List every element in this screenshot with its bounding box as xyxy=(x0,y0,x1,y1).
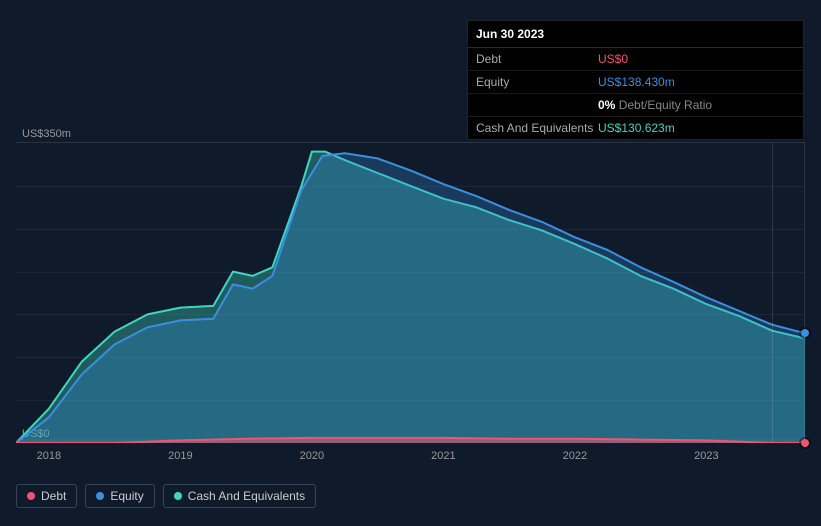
legend-label: Equity xyxy=(110,489,143,503)
tooltip-row-value: US$138.430m xyxy=(598,75,675,89)
tooltip-row-value: US$0 xyxy=(598,52,628,66)
legend: Debt Equity Cash And Equivalents xyxy=(16,484,316,508)
tooltip-row: Cash And EquivalentsUS$130.623m xyxy=(468,117,803,139)
chart-area: US$350mUS$0 201820192020202120222023 xyxy=(16,120,805,470)
tooltip-row-value: 0% Debt/Equity Ratio xyxy=(598,98,712,112)
plot-area[interactable] xyxy=(16,142,805,442)
tooltip-row-label: Debt xyxy=(476,52,598,66)
chart-tooltip: Jun 30 2023 DebtUS$0EquityUS$138.430m0% … xyxy=(467,20,804,140)
legend-dot-icon xyxy=(96,492,104,500)
tooltip-row-label: Equity xyxy=(476,75,598,89)
tooltip-date: Jun 30 2023 xyxy=(468,21,803,48)
legend-dot-icon xyxy=(27,492,35,500)
legend-item[interactable]: Cash And Equivalents xyxy=(163,484,316,508)
y-axis-label: US$350m xyxy=(22,128,71,140)
legend-item[interactable]: Debt xyxy=(16,484,77,508)
tooltip-row-label xyxy=(476,98,598,112)
cursor-line xyxy=(772,143,773,443)
x-axis-label: 2019 xyxy=(168,450,192,462)
legend-label: Cash And Equivalents xyxy=(188,489,305,503)
tooltip-row: EquityUS$138.430m xyxy=(468,71,803,94)
x-axis-label: 2018 xyxy=(37,450,61,462)
legend-label: Debt xyxy=(41,489,66,503)
plot-svg xyxy=(16,143,805,443)
x-axis-label: 2022 xyxy=(563,450,587,462)
x-axis-label: 2020 xyxy=(300,450,324,462)
x-axis-label: 2021 xyxy=(431,450,455,462)
legend-dot-icon xyxy=(174,492,182,500)
tooltip-row-value: US$130.623m xyxy=(598,121,675,135)
tooltip-row: 0% Debt/Equity Ratio xyxy=(468,94,803,117)
x-axis-label: 2023 xyxy=(694,450,718,462)
chart-container: Jun 30 2023 DebtUS$0EquityUS$138.430m0% … xyxy=(0,0,821,526)
series-area xyxy=(16,153,805,443)
series-end-dot xyxy=(801,439,809,447)
tooltip-row-label: Cash And Equivalents xyxy=(476,121,598,135)
series-end-dot xyxy=(801,329,809,337)
tooltip-row: DebtUS$0 xyxy=(468,48,803,71)
legend-item[interactable]: Equity xyxy=(85,484,154,508)
